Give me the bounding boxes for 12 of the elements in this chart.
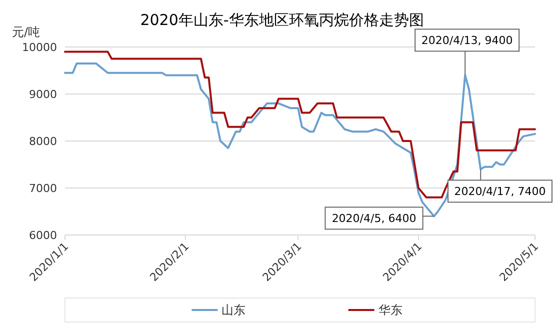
annotation: 2020/4/13, 9400 bbox=[421, 34, 513, 48]
y-tick-label: 10000 bbox=[22, 41, 57, 54]
legend-label: 山东 bbox=[222, 303, 246, 317]
y-axis-title: 元/吨 bbox=[12, 25, 40, 39]
annotation: 2020/4/5, 6400 bbox=[332, 212, 416, 226]
y-tick-label: 7000 bbox=[29, 182, 57, 195]
y-tick-label: 6000 bbox=[29, 229, 57, 242]
y-tick-label: 9000 bbox=[29, 88, 57, 101]
legend-label: 华东 bbox=[378, 303, 402, 317]
annotation: 2020/4/17, 7400 bbox=[454, 185, 546, 198]
y-tick-label: 8000 bbox=[29, 135, 57, 148]
chart-title: 2020年山东-华东地区环氧丙烷价格走势图 bbox=[140, 11, 424, 29]
